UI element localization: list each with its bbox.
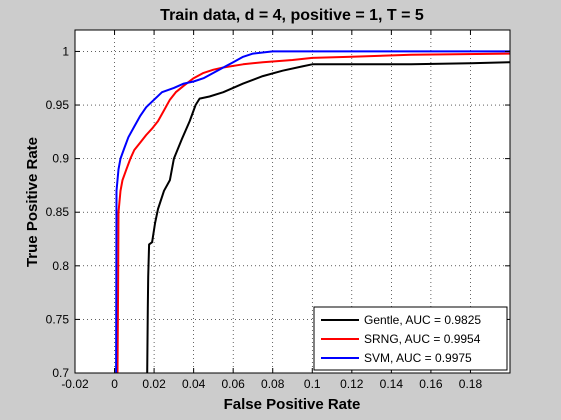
x-tick-label: 0.12 bbox=[340, 377, 364, 391]
x-tick-label: 0.02 bbox=[142, 377, 166, 391]
series-line-1 bbox=[116, 52, 510, 373]
plot-border bbox=[74, 29, 511, 374]
x-tick-label: 0.06 bbox=[222, 377, 246, 391]
y-tick-label: 0.8 bbox=[52, 259, 69, 273]
x-tick-labels: -0.02 0 0.02 0.04 0.06 0.08 0.1 0.12 0.14 0.16 0.1… bbox=[61, 377, 482, 391]
legend-label-srng: SRNG, AUC = 0.9954 bbox=[364, 332, 481, 346]
x-tick-label: 0.08 bbox=[261, 377, 285, 391]
y-tick-label: 0.9 bbox=[52, 152, 69, 166]
legend-label-svm: SVM, AUC = 0.9975 bbox=[364, 351, 472, 365]
legend-label-gentle: Gentle, AUC = 0.9825 bbox=[364, 313, 481, 327]
y-tick-label: 0.75 bbox=[46, 312, 70, 326]
y-tick-label: 0.85 bbox=[46, 205, 70, 219]
x-tick-label: 0.1 bbox=[304, 377, 321, 391]
chart-title: Train data, d = 4, positive = 1, T = 5 bbox=[160, 7, 424, 24]
legend: Gentle, AUC = 0.9825 SRNG, AUC = 0.9954 … bbox=[313, 306, 508, 371]
x-tick-label: 0.14 bbox=[380, 377, 404, 391]
x-tick-label: 0.16 bbox=[419, 377, 443, 391]
series-line-0 bbox=[146, 61, 510, 373]
series-line-2 bbox=[115, 50, 510, 373]
x-tick-label: 0 bbox=[111, 377, 118, 391]
series-group bbox=[115, 50, 510, 373]
y-tick-label: 0.7 bbox=[52, 366, 69, 380]
x-tick-label: -0.02 bbox=[61, 377, 89, 391]
y-tick-label: 1 bbox=[62, 44, 69, 58]
y-tick-label: 0.95 bbox=[46, 98, 70, 112]
x-axis-label: False Positive Rate bbox=[224, 396, 361, 413]
x-tick-label: 0.04 bbox=[182, 377, 206, 391]
y-axis-label: True Positive Rate bbox=[24, 137, 41, 267]
x-tick-label: 0.18 bbox=[459, 377, 483, 391]
y-tick-labels: 0.7 0.75 0.8 0.85 0.9 0.95 1 bbox=[46, 44, 70, 380]
